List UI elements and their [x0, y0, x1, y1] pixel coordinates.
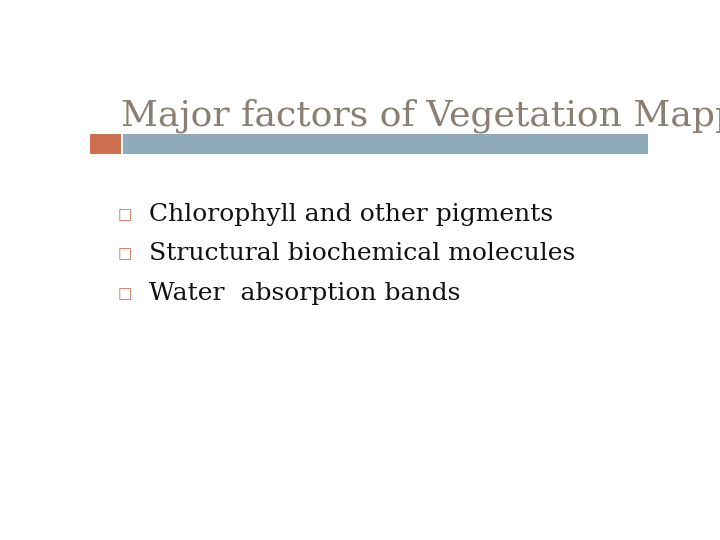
Bar [124, 134, 648, 154]
Bar [90, 134, 121, 154]
Text: □: □ [117, 207, 132, 222]
Text: □: □ [117, 246, 132, 261]
Text: Major factors of Vegetation Mapping: Major factors of Vegetation Mapping [121, 98, 720, 132]
Text: Structural biochemical molecules: Structural biochemical molecules [148, 242, 575, 266]
Text: □: □ [117, 286, 132, 301]
Text: Chlorophyll and other pigments: Chlorophyll and other pigments [148, 203, 553, 226]
Text: Water  absorption bands: Water absorption bands [148, 282, 460, 305]
